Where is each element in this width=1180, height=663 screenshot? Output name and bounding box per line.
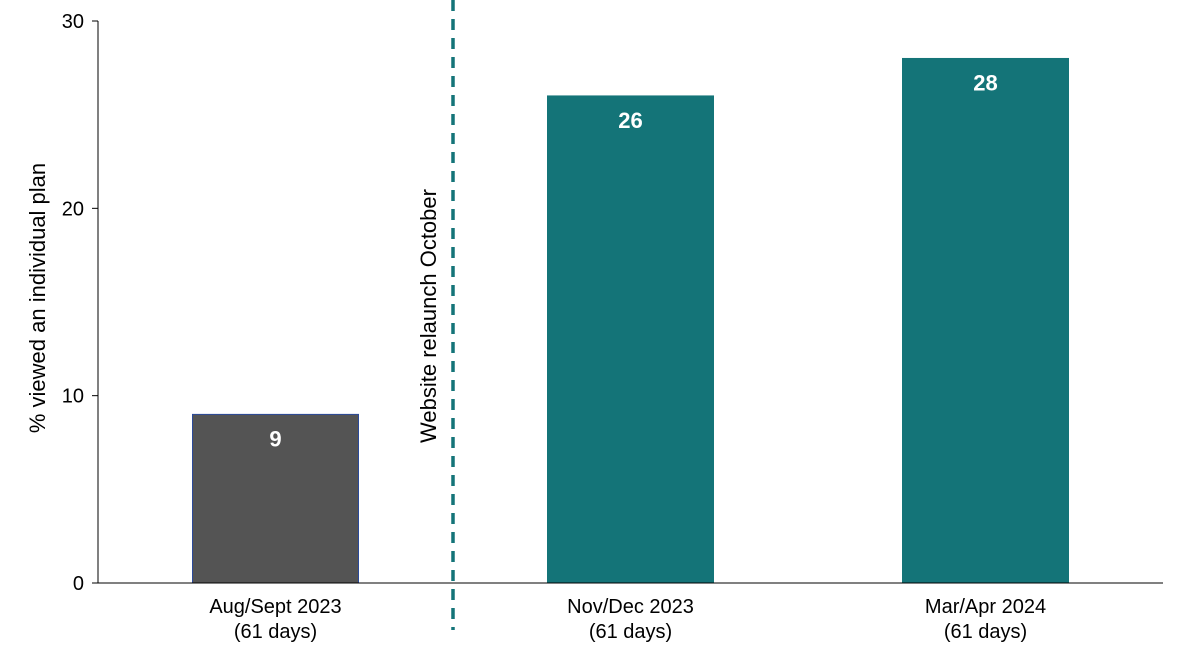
y-tick-label: 20 <box>62 198 84 220</box>
bars-layer <box>193 58 1069 583</box>
y-tick-label: 10 <box>62 386 84 408</box>
y-tick-label: 30 <box>62 11 84 33</box>
bar-3 <box>903 58 1069 583</box>
bar-data-label-2: 26 <box>618 108 642 133</box>
x-tick-label-line: Mar/Apr 2024 <box>925 596 1046 618</box>
annotation-layer: Website relaunch October <box>416 0 453 630</box>
x-tick-label-line: (61 days) <box>234 621 317 643</box>
relaunch-annotation-label: Website relaunch October <box>416 189 441 443</box>
x-tick-label-line: (61 days) <box>589 621 672 643</box>
y-tick-label: 0 <box>73 573 84 595</box>
bar-data-label-3: 28 <box>973 70 997 95</box>
y-axis-title: % viewed an individual plan <box>25 163 50 433</box>
x-tick-label-line: Nov/Dec 2023 <box>567 596 694 618</box>
x-tick-label-2: Nov/Dec 2023 (61 days) <box>567 596 694 643</box>
bar-data-label-1: 9 <box>269 426 281 451</box>
x-tick-label-line: (61 days) <box>944 621 1027 643</box>
x-tick-label-1: Aug/Sept 2023 (61 days) <box>209 596 341 643</box>
bar-2 <box>548 96 714 583</box>
x-tick-label-3: Mar/Apr 2024 (61 days) <box>925 596 1046 643</box>
x-tick-label-line: Aug/Sept 2023 <box>209 596 341 618</box>
